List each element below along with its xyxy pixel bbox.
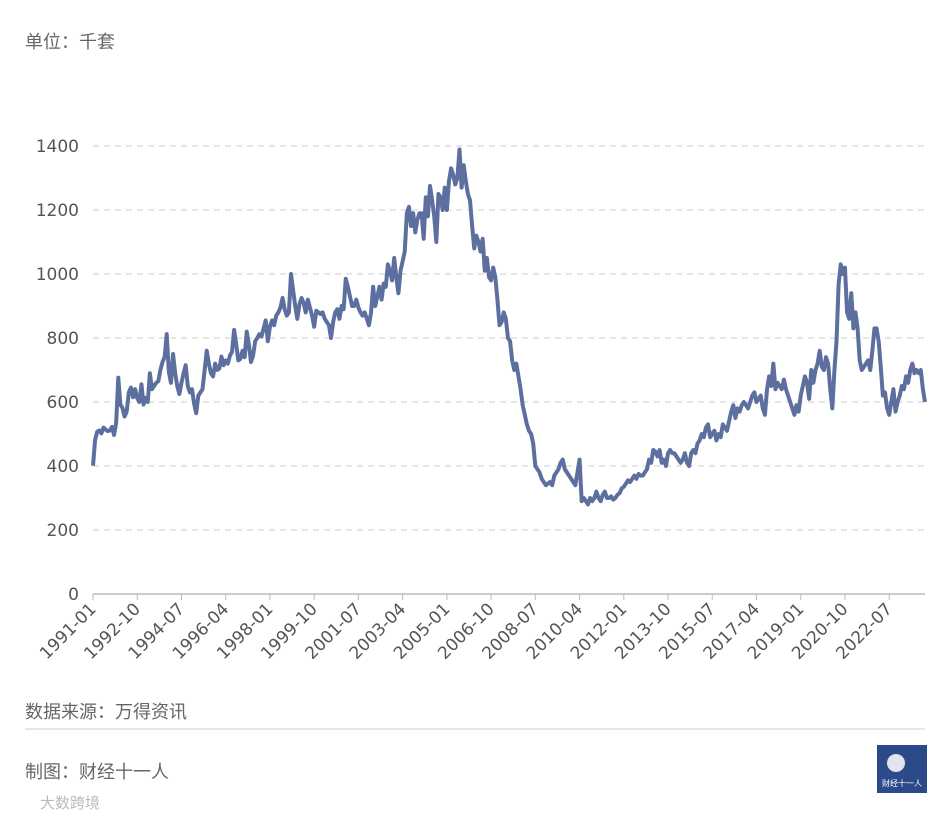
unit-label: 单位：千套 xyxy=(25,32,115,53)
y-tick-label: 800 xyxy=(47,329,79,349)
y-tick-label: 0 xyxy=(68,585,79,605)
logo-text: 财经十一人 xyxy=(882,778,922,788)
line-series xyxy=(91,147,927,507)
y-tick-label: 1400 xyxy=(36,137,79,157)
credit: 制图：财经十一人 xyxy=(25,762,169,783)
y-tick-label: 400 xyxy=(47,457,79,477)
y-tick-label: 1200 xyxy=(36,201,79,221)
y-tick-label: 1000 xyxy=(36,265,79,285)
y-tick-label: 600 xyxy=(47,393,79,413)
y-tick-label: 200 xyxy=(47,521,79,541)
watermark: 大数跨境 xyxy=(40,794,100,812)
logo-globe xyxy=(887,754,905,772)
source: 数据来源：万得资讯 xyxy=(25,702,187,723)
